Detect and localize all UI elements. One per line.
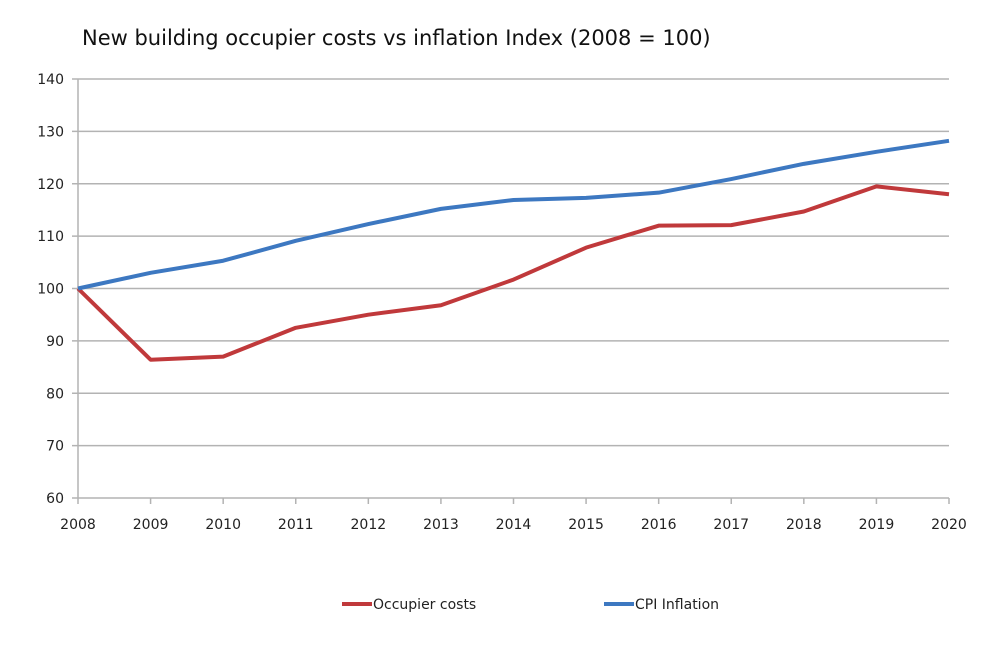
y-tick-label: 70 [46, 439, 64, 455]
x-tick-label: 2017 [713, 517, 749, 533]
x-tick-label: 2011 [278, 517, 314, 533]
x-tick-label: 2013 [423, 517, 459, 533]
legend-label: Occupier costs [373, 597, 476, 613]
series-line-cpi-inflation [77, 138, 950, 291]
y-tick-label: 140 [37, 72, 64, 88]
x-tick-label: 2015 [568, 517, 604, 533]
y-tick-label: 130 [37, 124, 64, 140]
y-tick-label: 100 [37, 282, 64, 298]
x-tick-label: 2014 [496, 517, 532, 533]
series-line-occupier-costs [76, 184, 950, 362]
chart-title: New building occupier costs vs inflation… [82, 26, 711, 50]
x-tick-label: 2016 [641, 517, 677, 533]
x-tick-label: 2010 [205, 517, 241, 533]
x-tick-label: 2012 [351, 517, 387, 533]
x-tick-label: 2020 [931, 517, 967, 533]
legend-label: CPI Inflation [635, 597, 719, 613]
x-tick-label: 2008 [60, 517, 96, 533]
y-tick-label: 120 [37, 177, 64, 193]
y-tick-label: 90 [46, 334, 64, 350]
x-tick-label: 2019 [859, 517, 895, 533]
x-tick-label: 2009 [133, 517, 169, 533]
y-tick-label: 110 [37, 229, 64, 245]
x-tick-label: 2018 [786, 517, 822, 533]
y-tick-label: 80 [46, 386, 64, 402]
y-tick-label: 60 [46, 491, 64, 507]
